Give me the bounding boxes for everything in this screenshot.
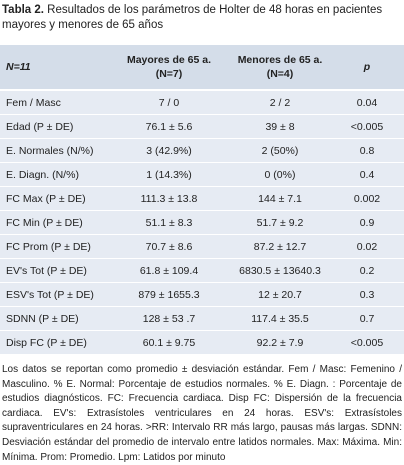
row-label: EV's Tot (P ± DE) [0,258,108,283]
value-cell: 111.3 ± 13.8 [108,186,230,211]
value-cell: 0.7 [330,306,404,331]
value-cell: 92.2 ± 7.9 [230,330,330,354]
table-row: FC Prom (P ± DE) 70.7 ± 8.6 87.2 ± 12.7 0.0… [0,234,404,259]
value-cell: 6830.5 ± 13640.3 [230,258,330,283]
value-cell: 39 ± 8 [230,114,330,139]
row-label: ESV's Tot (P ± DE) [0,282,108,307]
value-cell: 51.1 ± 8.3 [108,210,230,235]
header-cell: p [330,45,404,91]
value-cell: 60.1 ± 9.75 [108,330,230,354]
row-label: FC Prom (P ± DE) [0,234,108,259]
value-cell: 7 / 0 [108,89,230,115]
value-cell: 0.2 [330,258,404,283]
value-cell: 3 (42.9%) [108,138,230,163]
header-text: p [363,61,371,73]
header-cell: Mayores de 65 a. (N=7) [108,45,230,91]
table-caption: Tabla 2. Resultados de los parámetros de… [2,3,402,41]
value-cell: 0.4 [330,162,404,187]
table-row: FC Min (P ± DE) 51.1 ± 8.3 51.7 ± 9.2 0.9 [0,210,404,235]
table-row: EV's Tot (P ± DE) 61.8 ± 109.4 6830.5 ± 13… [0,258,404,283]
table-row: E. Diagn. (N/%) 1 (14.3%) 0 (0%) 0.4 [0,162,404,187]
footnote: Los datos se reportan como promedio ± de… [2,364,402,463]
row-label: FC Min (P ± DE) [0,210,108,235]
value-cell: 87.2 ± 12.7 [230,234,330,259]
row-label: Edad (P ± DE) [0,114,108,139]
row-label: E. Diagn. (N/%) [0,162,108,187]
header-row: N=11 Mayores de 65 a. (N=7) Menores de 65 a… [0,45,404,91]
value-cell: 76.1 ± 5.6 [108,114,230,139]
page: Tabla 2. Resultados de los parámetros de… [0,3,404,463]
header-text: Mayores de 65 a. [126,54,212,66]
table-row: FC Max (P ± DE) 111.3 ± 13.8 144 ± 7.1 0.00… [0,186,404,211]
value-cell: 70.7 ± 8.6 [108,234,230,259]
value-cell: 61.8 ± 109.4 [108,258,230,283]
value-cell: 2 / 2 [230,89,330,115]
row-label: Disp FC (P ± DE) [0,330,108,354]
header-text: N=11 [6,61,31,73]
value-cell: 12 ± 20.7 [230,282,330,307]
value-cell: 144 ± 7.1 [230,186,330,211]
value-cell: 51.7 ± 9.2 [230,210,330,235]
value-cell: 0.04 [330,89,404,115]
value-cell: 0.3 [330,282,404,307]
value-cell: 0.8 [330,138,404,163]
table-row: Disp FC (P ± DE) 60.1 ± 9.75 92.2 ± 7.9 <0.… [0,330,404,354]
table: N=11 Mayores de 65 a. (N=7) Menores de 65 a… [0,45,404,354]
caption-label: Tabla 2. [2,4,44,16]
row-label: SDNN (P ± DE) [0,306,108,331]
value-cell: <0.005 [330,330,404,354]
header-cell: N=11 [0,45,108,91]
header-text: (N=7) [155,68,183,80]
value-cell: 0 (0%) [230,162,330,187]
table-row: SDNN (P ± DE) 128 ± 53 .7 117.4 ± 35.5 0.7 [0,306,404,331]
value-cell: 0.02 [330,234,404,259]
value-cell: 128 ± 53 .7 [108,306,230,331]
value-cell: 1 (14.3%) [108,162,230,187]
value-cell: 0.9 [330,210,404,235]
row-label: Fem / Masc [0,89,108,115]
table-row: ESV's Tot (P ± DE) 879 ± 1655.3 12 ± 20.7 0… [0,282,404,307]
caption-text: Resultados de los parámetros de Holter d… [2,4,383,31]
value-cell: 117.4 ± 35.5 [230,306,330,331]
value-cell: 0.002 [330,186,404,211]
header-cell: Menores de 65 a. (N=4) [230,45,330,91]
row-label: FC Max (P ± DE) [0,186,108,211]
value-cell: 879 ± 1655.3 [108,282,230,307]
table-row: Edad (P ± DE) 76.1 ± 5.6 39 ± 8 <0.005 [0,114,404,139]
header-text: Menores de 65 a. [237,54,323,66]
value-cell: 2 (50%) [230,138,330,163]
row-label: E. Normales (N/%) [0,138,108,163]
table-row: E. Normales (N/%) 3 (42.9%) 2 (50%) 0.8 [0,138,404,163]
value-cell: <0.005 [330,114,404,139]
header-text: (N=4) [266,68,294,80]
